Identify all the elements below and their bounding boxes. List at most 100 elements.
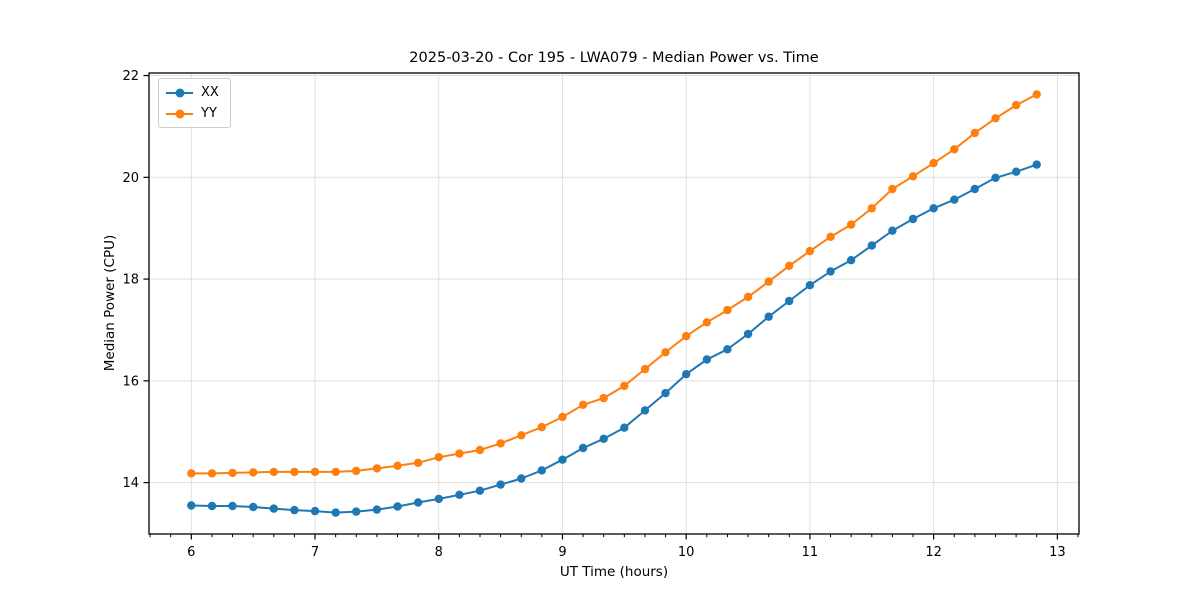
data-point (352, 507, 361, 516)
x-tick-label: 13 (1049, 545, 1066, 560)
data-point (599, 434, 608, 443)
data-point (682, 370, 691, 379)
data-point (702, 355, 712, 364)
data-point (558, 412, 567, 422)
data-point (187, 469, 196, 478)
data-point (620, 381, 629, 391)
series-markers-yy (187, 90, 1041, 478)
series-markers-xx (187, 160, 1041, 517)
data-point (661, 348, 670, 357)
data-point (496, 439, 505, 448)
x-tick-label: 10 (678, 545, 695, 560)
data-point (558, 455, 567, 464)
data-point (517, 431, 526, 440)
data-point (805, 281, 815, 290)
data-point (413, 498, 423, 507)
data-point (640, 364, 650, 374)
data-point (578, 443, 588, 453)
data-point (310, 467, 320, 477)
data-point (950, 145, 959, 154)
data-point (785, 261, 794, 270)
data-point (228, 501, 237, 511)
data-point (970, 184, 979, 194)
y-tick-label: 16 (122, 374, 139, 389)
data-point (372, 505, 382, 514)
data-point (187, 501, 196, 510)
data-point (1032, 90, 1041, 99)
data-point (290, 505, 299, 515)
data-point (1012, 167, 1021, 176)
legend-label-yy: YY (201, 106, 217, 121)
data-point (929, 158, 938, 168)
data-point (888, 184, 897, 194)
data-point (578, 400, 588, 409)
yy-line-marker-icon (166, 109, 193, 118)
data-point (620, 423, 629, 432)
y-axis-label: Median Power (CPU) (102, 234, 118, 372)
data-point (785, 296, 794, 306)
data-point (1012, 100, 1021, 110)
data-point (723, 305, 732, 315)
data-point (455, 449, 464, 458)
gridlines (149, 73, 1079, 534)
axis-ticks: 6 7 8 9 10 11 12 13 14 16 18 20 22 (122, 69, 1079, 560)
legend-item-xx: XX (166, 84, 219, 101)
chart-title: 2025-03-20 - Cor 195 - LWA079 - Median P… (409, 50, 819, 66)
data-point (702, 318, 712, 327)
x-tick-label: 12 (925, 545, 942, 560)
plot-border (148, 72, 1080, 535)
data-point (269, 467, 278, 477)
data-point (846, 256, 856, 265)
data-point (908, 214, 918, 224)
series-line-yy (190, 93, 1038, 475)
data-point (846, 220, 856, 229)
data-point (496, 480, 505, 489)
data-point (991, 173, 1000, 182)
data-point (867, 241, 876, 250)
x-tick-label: 11 (802, 545, 819, 560)
data-point (434, 453, 443, 462)
data-point (743, 329, 753, 339)
y-tick-label: 22 (122, 69, 139, 84)
data-point (331, 508, 340, 517)
data-point (475, 486, 485, 495)
data-point (867, 204, 876, 213)
data-point (290, 467, 299, 477)
data-point (764, 277, 773, 286)
legend: XX YY (158, 78, 231, 128)
data-point (640, 406, 650, 415)
data-point (517, 474, 526, 483)
data-point (991, 114, 1000, 123)
data-point (393, 502, 402, 511)
data-point (372, 464, 382, 473)
data-point (970, 128, 979, 138)
data-point (826, 267, 835, 276)
legend-label-xx: XX (201, 85, 219, 100)
x-tick-label: 8 (435, 545, 443, 560)
y-tick-label: 14 (122, 476, 139, 491)
data-point (207, 501, 217, 511)
x-tick-label: 9 (558, 545, 566, 560)
data-point (352, 466, 361, 476)
x-tick-label: 6 (187, 545, 195, 560)
data-point (207, 469, 217, 478)
data-point (269, 504, 278, 513)
data-point (331, 467, 340, 477)
data-point (723, 345, 732, 354)
data-point (743, 292, 753, 302)
data-point (249, 468, 258, 477)
data-point (434, 494, 443, 504)
data-point (1032, 160, 1041, 169)
y-tick-label: 18 (122, 273, 139, 288)
data-point (413, 458, 423, 467)
data-point (537, 422, 546, 432)
data-point (475, 445, 485, 455)
data-point (393, 461, 402, 470)
x-tick-label: 7 (311, 545, 319, 560)
data-point (228, 468, 237, 478)
data-point (455, 490, 464, 499)
data-point (908, 172, 918, 181)
data-point (888, 226, 897, 235)
